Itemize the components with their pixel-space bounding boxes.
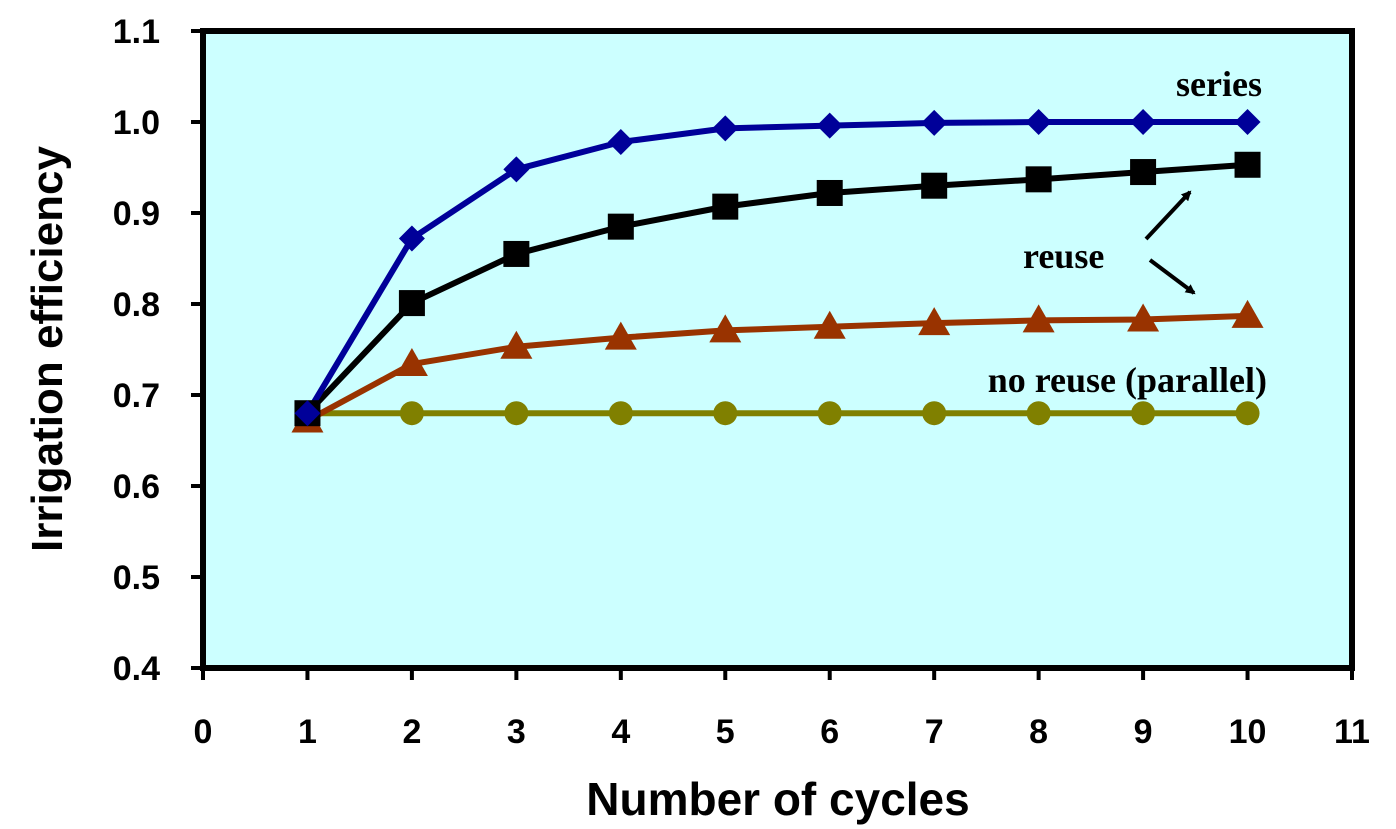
data-point-circle: [1026, 401, 1051, 426]
reuse-arrow-down: [1148, 258, 1196, 295]
y-tick-label: 0.9: [113, 195, 160, 233]
series-lines: [304, 119, 1248, 424]
data-point-triangle: [1022, 304, 1055, 333]
annotation-reuse: reuse: [1023, 236, 1104, 276]
y-tick-label: 0.5: [113, 559, 160, 597]
data-point-diamond: [607, 129, 634, 156]
data-point-triangle: [604, 321, 637, 350]
data-point-triangle: [918, 307, 951, 336]
x-tick-label: 2: [402, 713, 421, 751]
x-tick-label: 4: [611, 713, 630, 751]
data-point-triangle: [1127, 303, 1160, 332]
data-point-square: [1130, 159, 1157, 186]
data-point-diamond: [1130, 109, 1157, 135]
data-point-diamond: [294, 400, 321, 427]
data-point-circle: [399, 401, 424, 426]
reuse-arrow-up: [1144, 190, 1192, 241]
x-tick-label: 10: [1229, 713, 1267, 751]
data-point-triangle: [709, 314, 742, 343]
data-point-diamond: [1234, 109, 1261, 135]
annotation-series: series: [1176, 64, 1262, 104]
series-line-triangle: [306, 312, 1248, 424]
annotation-no-reuse: no reuse (parallel): [988, 360, 1267, 400]
x-tick-label: 5: [716, 713, 735, 751]
y-tick-label: 0.4: [113, 650, 160, 688]
y-tick-label: 0.6: [113, 468, 160, 506]
y-tick-label: 1.0: [113, 104, 160, 142]
plot-area: [200, 28, 1355, 671]
data-point-circle: [1131, 401, 1156, 426]
data-point-diamond: [398, 225, 425, 252]
data-point-circle: [1235, 401, 1260, 426]
data-point-circle: [713, 401, 738, 426]
x-tick-label: 8: [1029, 713, 1048, 751]
data-point-square: [607, 213, 634, 240]
x-tick-label: 11: [1334, 713, 1370, 751]
x-tick-label: 6: [820, 713, 839, 751]
data-point-square: [816, 179, 843, 206]
data-point-diamond: [816, 112, 843, 139]
y-axis: 0.4 0.5 0.6 0.7 0.8 0.9 1.0 1.1: [113, 13, 203, 688]
x-tick-label: 9: [1134, 713, 1153, 751]
data-point-diamond: [712, 115, 739, 142]
data-point-square: [503, 240, 530, 267]
data-point-triangle: [500, 330, 533, 359]
y-tick-label: 1.1: [113, 13, 160, 51]
x-axis: 0 1 2 3 4 5 6 7 8 9 10 11: [194, 668, 1370, 751]
y-tick-label: 0.8: [113, 286, 160, 324]
data-point-circle: [817, 401, 842, 426]
y-tick-label: 0.7: [113, 377, 160, 415]
x-tick-label: 7: [925, 713, 944, 751]
data-point-square: [1025, 166, 1052, 193]
x-tick-label: 1: [298, 713, 317, 751]
data-point-circle: [608, 401, 633, 426]
data-point-triangle: [813, 310, 846, 339]
x-tick-label: 0: [194, 713, 213, 751]
x-axis-title: Number of cycles: [586, 773, 969, 825]
data-point-square: [921, 172, 948, 199]
x-tick-label: 3: [507, 713, 526, 751]
data-point-diamond: [503, 156, 530, 183]
data-point-diamond: [1025, 109, 1052, 135]
data-point-triangle: [395, 348, 428, 377]
data-point-square: [398, 290, 425, 317]
data-point-square: [1234, 151, 1261, 178]
data-point-circle: [504, 401, 529, 426]
data-point-diamond: [921, 109, 948, 136]
series-markers: [291, 109, 1264, 433]
data-point-circle: [922, 401, 947, 426]
y-axis-title: Irrigation efficiency: [23, 146, 72, 552]
data-point-triangle: [1231, 299, 1264, 328]
series-line-square: [305, 161, 1248, 416]
series-line-diamond: [304, 119, 1248, 415]
data-point-square: [712, 193, 739, 220]
